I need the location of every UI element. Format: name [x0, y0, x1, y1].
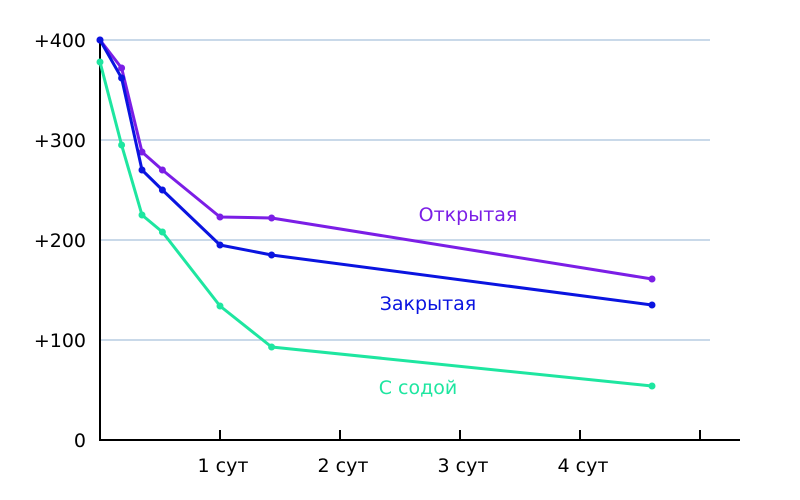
y-tick-label: +300: [34, 130, 86, 152]
data-point: [118, 141, 126, 149]
data-point: [96, 58, 104, 66]
grid-lines: [100, 39, 710, 341]
data-point: [138, 166, 146, 174]
series-lines: [96, 36, 656, 390]
data-point: [216, 302, 224, 310]
data-point: [138, 211, 146, 219]
data-point: [118, 64, 126, 72]
data-point: [216, 241, 224, 249]
data-point: [118, 74, 126, 82]
x-tick-label: 2 сут: [318, 455, 369, 477]
axes: [99, 40, 740, 441]
data-point: [268, 251, 276, 259]
data-point: [158, 228, 166, 236]
series-labels: Открытая Закрытая С содой: [379, 204, 518, 399]
data-point: [648, 382, 656, 390]
data-point: [158, 166, 166, 174]
data-point: [648, 301, 656, 309]
data-point: [648, 275, 656, 283]
data-point: [216, 213, 224, 221]
series-2: [96, 36, 656, 309]
data-point: [138, 148, 146, 156]
y-tick-label: 0: [74, 430, 86, 452]
x-tick-label: 3 сут: [438, 455, 489, 477]
data-point: [158, 186, 166, 194]
series-1: [96, 36, 656, 283]
y-tick-label: +200: [34, 230, 86, 252]
series-line: [98, 60, 654, 388]
data-point: [268, 343, 276, 351]
x-tick-label: 1 сут: [198, 455, 249, 477]
y-ticks: 0 +100 +200 +300 +400: [34, 30, 86, 452]
data-point: [268, 214, 276, 222]
series-label-closed: Закрытая: [380, 293, 477, 315]
series-label-open: Открытая: [419, 204, 518, 226]
y-tick-label: +400: [34, 30, 86, 52]
x-tick-label: 4 сут: [558, 455, 609, 477]
series-label-soda: С содой: [379, 377, 458, 399]
series-3: [96, 58, 656, 390]
y-tick-label: +100: [34, 330, 86, 352]
series-line: [98, 38, 654, 281]
data-point: [96, 36, 104, 44]
x-ticks: 1 сут 2 сут 3 сут 4 сут: [198, 430, 701, 477]
